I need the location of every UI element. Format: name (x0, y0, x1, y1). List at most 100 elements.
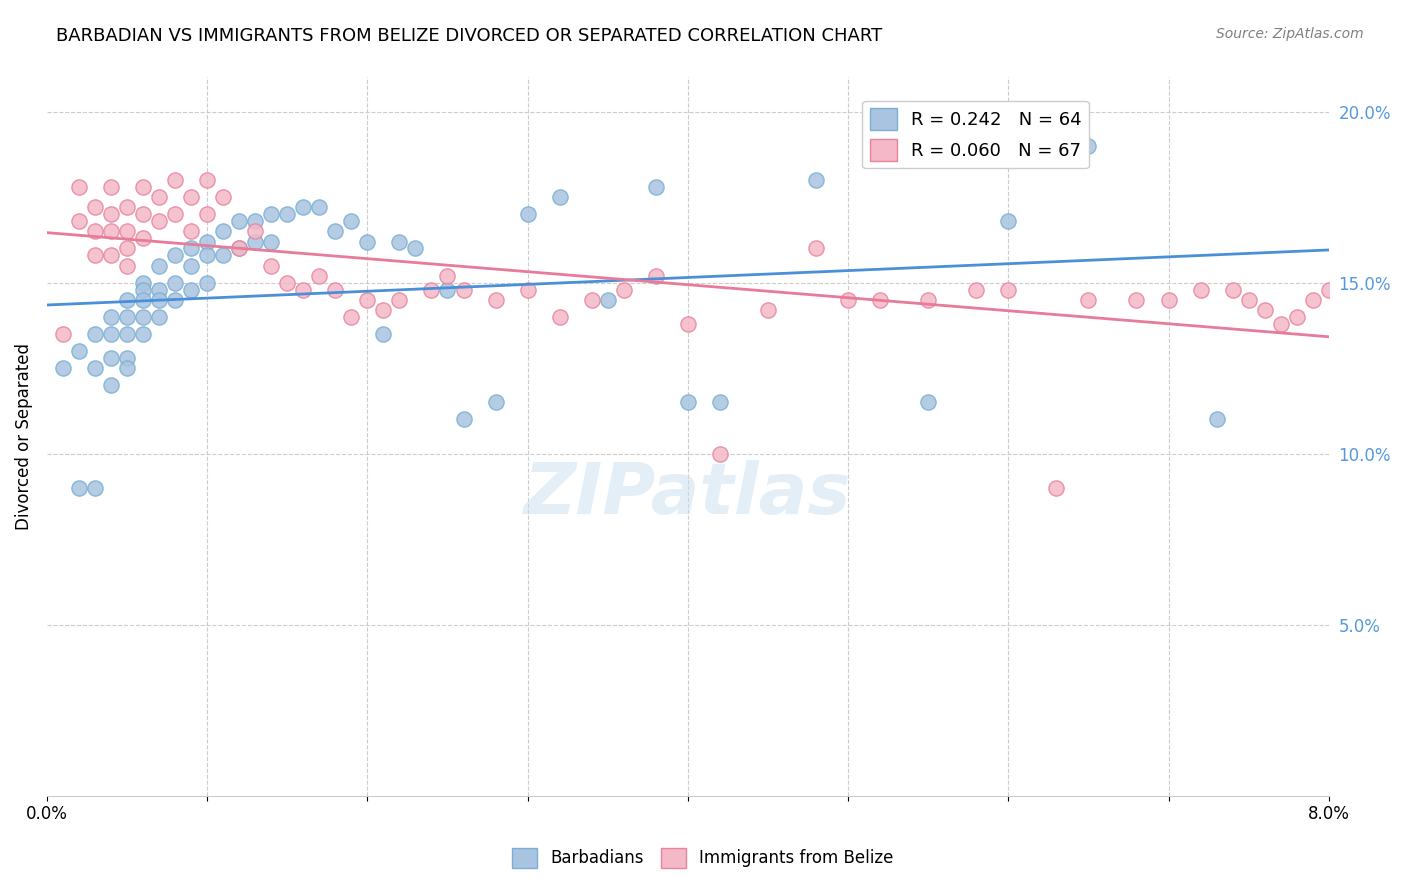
Point (965, 283, 987, 297)
Point (115, 242, 138, 256)
Point (195, 248, 218, 262)
Point (1253, 303, 1275, 318)
Point (132, 283, 155, 297)
Point (180, 283, 202, 297)
Point (67, 344, 90, 359)
Point (132, 326, 155, 341)
Point (1189, 283, 1212, 297)
Point (100, 224, 122, 238)
Point (195, 276, 218, 290)
Point (148, 259, 170, 273)
Point (148, 283, 170, 297)
Point (453, 283, 475, 297)
Point (340, 214, 363, 228)
Point (52, 361, 75, 376)
Point (100, 180, 122, 194)
Point (84, 361, 107, 376)
Point (100, 310, 122, 324)
Point (195, 207, 218, 221)
Point (917, 395, 939, 409)
Point (148, 190, 170, 204)
Point (228, 214, 250, 228)
Point (484, 293, 506, 307)
Point (260, 207, 283, 221)
Point (917, 293, 939, 307)
Point (613, 283, 636, 297)
Point (165, 276, 187, 290)
Point (132, 276, 155, 290)
Point (869, 293, 891, 307)
Point (436, 283, 458, 297)
Point (115, 224, 138, 238)
Point (165, 207, 187, 221)
Point (165, 293, 187, 307)
Point (581, 293, 603, 307)
Point (373, 326, 395, 341)
Point (148, 214, 170, 228)
Text: ZIPatlas: ZIPatlas (524, 459, 852, 529)
Point (84, 224, 107, 238)
Point (323, 224, 346, 238)
Point (180, 224, 202, 238)
Point (1125, 293, 1147, 307)
Point (1222, 283, 1244, 297)
Point (276, 207, 298, 221)
Point (1205, 412, 1227, 426)
Point (52, 326, 75, 341)
Point (756, 303, 779, 318)
Point (373, 303, 395, 318)
Point (323, 283, 346, 297)
Point (260, 259, 283, 273)
Point (997, 214, 1019, 228)
Point (1285, 310, 1308, 324)
Point (165, 248, 187, 262)
Point (1317, 283, 1340, 297)
Point (1302, 293, 1324, 307)
Point (212, 224, 235, 238)
Point (276, 276, 298, 290)
Point (100, 351, 122, 365)
Point (84, 248, 107, 262)
Point (180, 190, 202, 204)
Point (804, 242, 827, 256)
Point (132, 293, 155, 307)
Point (195, 235, 218, 249)
Point (115, 201, 138, 215)
Point (245, 224, 267, 238)
Point (100, 207, 122, 221)
Point (420, 283, 443, 297)
Point (436, 268, 458, 283)
Point (340, 310, 363, 324)
Point (115, 259, 138, 273)
Point (356, 235, 378, 249)
Point (596, 293, 619, 307)
Point (148, 310, 170, 324)
Point (804, 173, 827, 187)
Point (548, 190, 571, 204)
Point (212, 248, 235, 262)
Point (644, 268, 666, 283)
Point (67, 481, 90, 495)
Legend: Barbadians, Immigrants from Belize: Barbadians, Immigrants from Belize (506, 841, 900, 875)
Point (308, 268, 330, 283)
Point (245, 214, 267, 228)
Point (195, 173, 218, 187)
Point (115, 351, 138, 365)
Point (1077, 293, 1099, 307)
Point (148, 293, 170, 307)
Point (84, 201, 107, 215)
Point (100, 378, 122, 392)
Point (84, 326, 107, 341)
Point (548, 310, 571, 324)
Point (115, 293, 138, 307)
Point (837, 293, 859, 307)
Point (676, 395, 699, 409)
Legend: R = 0.242   N = 64, R = 0.060   N = 67: R = 0.242 N = 64, R = 0.060 N = 67 (862, 101, 1090, 169)
Point (132, 180, 155, 194)
Point (132, 310, 155, 324)
Point (308, 201, 330, 215)
Point (404, 242, 426, 256)
Point (1237, 293, 1260, 307)
Point (165, 173, 187, 187)
Point (67, 180, 90, 194)
